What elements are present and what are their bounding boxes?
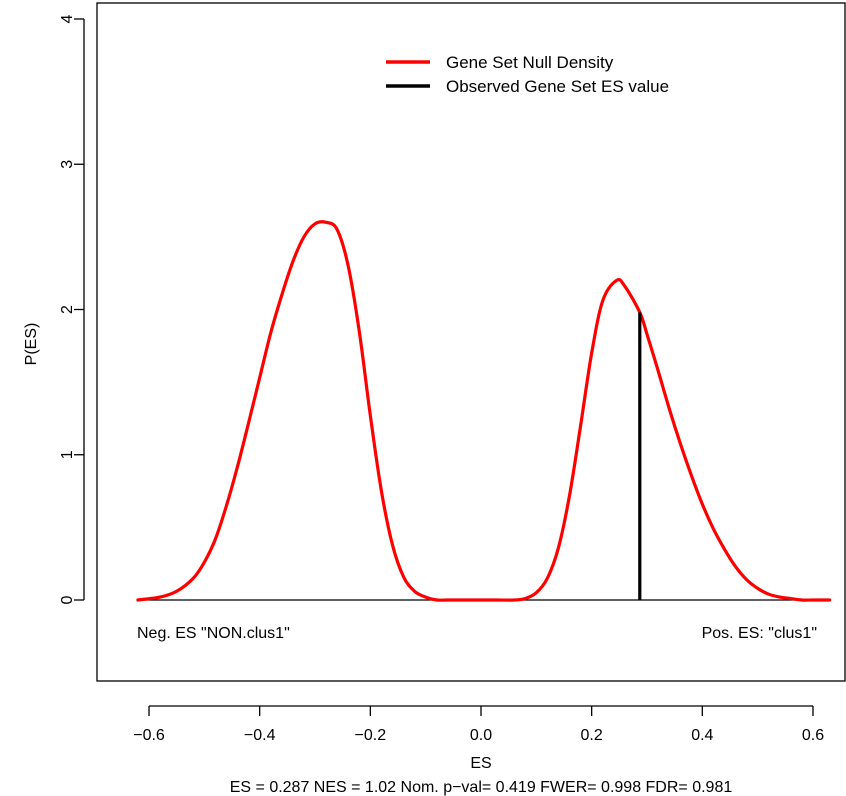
legend-label-observed: Observed Gene Set ES value: [446, 77, 669, 96]
x-tick-label: 0.6: [802, 727, 824, 744]
y-tick-label: 1: [59, 450, 76, 459]
y-tick-label: 3: [59, 160, 76, 169]
y-tick-label: 4: [59, 14, 76, 23]
x-tick-label: −0.2: [355, 727, 387, 744]
x-tick-label: 0.4: [691, 727, 713, 744]
x-tick-label: 0.2: [581, 727, 603, 744]
plot-frame: [96, 2, 846, 682]
x-tick-label: −0.4: [244, 727, 276, 744]
null-density-curve: [136, 220, 832, 602]
y-tick-label: 0: [59, 595, 76, 604]
positive-es-annotation: Pos. ES: "clus1": [702, 625, 817, 642]
chart-subtitle: ES = 0.287 NES = 1.02 Nom. p−val= 0.419 …: [230, 779, 733, 796]
legend: Gene Set Null Density Observed Gene Set E…: [386, 53, 669, 96]
negative-es-annotation: Neg. ES "NON.clus1": [137, 625, 290, 642]
axes-layer: −0.6 −0.4 −0.2 0.0 0.2 0.4 0.6 0 1 2 3 4: [59, 2, 846, 744]
data-layer: [136, 220, 832, 602]
x-axis-label: ES: [470, 755, 491, 772]
y-axis-label: P(ES): [23, 323, 40, 366]
legend-label-density: Gene Set Null Density: [446, 53, 614, 72]
x-tick-label: 0.0: [470, 727, 492, 744]
y-tick-label: 2: [59, 305, 76, 314]
x-tick-label: −0.6: [133, 727, 165, 744]
